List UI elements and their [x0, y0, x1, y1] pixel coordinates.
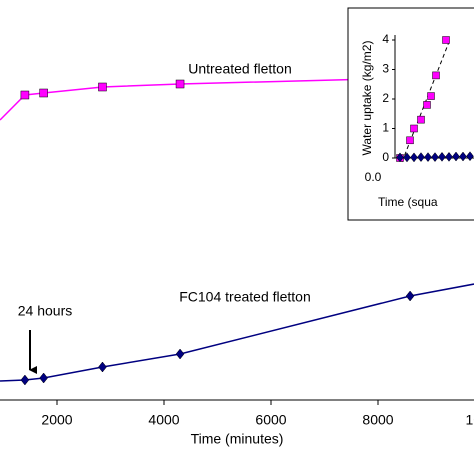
point [406, 136, 414, 145]
point [427, 92, 435, 100]
y-tick-label: 4 [382, 32, 389, 46]
main-plot: 2000 4000 6000 8000 10000 Time (minutes) Untre… [0, 61, 474, 447]
point [459, 151, 467, 162]
point [98, 82, 107, 92]
point [175, 79, 185, 89]
point [98, 361, 107, 373]
point [424, 152, 432, 163]
x-tick-label: 2000 [41, 412, 72, 428]
x-tick-label: 0.0 [365, 170, 382, 184]
point [403, 152, 411, 163]
x-tick-label: 10000 [466, 412, 474, 428]
x-tick-label: 8000 [362, 412, 393, 428]
point [431, 152, 439, 163]
y-axis-label: Water uptake (kg/m2) [360, 41, 374, 156]
point [466, 151, 474, 162]
y-tick-label: 2 [382, 91, 389, 105]
point [20, 374, 30, 386]
x-tick-label: 6000 [255, 412, 286, 428]
point [442, 36, 450, 44]
point [39, 88, 48, 98]
annotation: FC104 treated fletton [179, 289, 311, 305]
point [452, 151, 460, 162]
point [445, 151, 453, 162]
x-tick-label: 4000 [148, 412, 179, 428]
point [410, 124, 418, 133]
y-tick-label: 1 [382, 121, 389, 135]
point [20, 90, 30, 100]
point [423, 101, 431, 109]
point [39, 372, 48, 384]
inset-plot: 0 1 2 3 4 0.0 Water uptake (kg/m2) Time (squa [360, 32, 474, 209]
point [417, 115, 425, 124]
annotation: Untreated fletton [188, 61, 292, 77]
annotation: 24 hours [18, 303, 72, 319]
point [175, 348, 185, 360]
point [417, 152, 425, 163]
x-axis-label: Time (minutes) [191, 431, 284, 447]
y-tick-label: 0 [382, 150, 389, 164]
y-tick-label: 3 [382, 62, 389, 76]
point [438, 151, 446, 162]
point [396, 152, 404, 163]
point [405, 290, 415, 302]
point [432, 71, 440, 80]
inset-frame [347, 7, 474, 221]
x-axis-label: Time (squa [378, 195, 438, 209]
point [410, 152, 418, 163]
